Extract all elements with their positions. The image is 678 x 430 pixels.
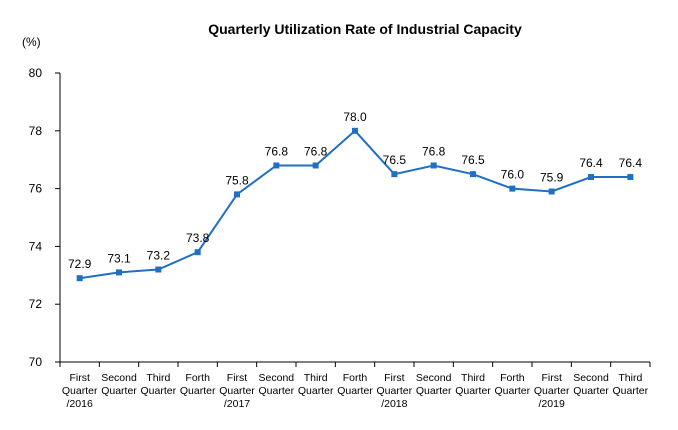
x-tick-label: Second Quarter bbox=[573, 372, 609, 397]
x-tick-label: Third Quarter bbox=[141, 372, 177, 397]
y-tick-labels: 70 72 74 76 78 80 bbox=[29, 66, 43, 369]
x-tick-label: First Quarter/2016 bbox=[62, 372, 98, 410]
data-label: 76.4 bbox=[579, 156, 603, 170]
series-markers bbox=[76, 127, 634, 282]
axes bbox=[55, 72, 651, 367]
x-tick-label: Second Quarter bbox=[259, 372, 295, 397]
y-axis-unit-label: (%) bbox=[22, 35, 41, 49]
data-label: 76.5 bbox=[461, 153, 485, 167]
x-tick-label: Third Quarter bbox=[455, 372, 491, 397]
data-label: 78.0 bbox=[343, 110, 367, 124]
data-label: 73.2 bbox=[147, 249, 171, 263]
data-point bbox=[548, 188, 555, 195]
data-point bbox=[194, 249, 201, 256]
x-tick-label: Third Quarter bbox=[298, 372, 334, 397]
data-label: 76.0 bbox=[501, 168, 525, 182]
data-point bbox=[116, 269, 122, 276]
x-tick-label: Forth Quarter bbox=[337, 372, 373, 397]
y-tick-label: 78 bbox=[29, 124, 43, 138]
data-point bbox=[391, 171, 398, 178]
data-label: 76.8 bbox=[422, 144, 446, 158]
data-label: 72.9 bbox=[68, 257, 92, 271]
data-point bbox=[509, 185, 516, 192]
y-tick-label: 80 bbox=[29, 66, 43, 80]
data-point bbox=[470, 171, 476, 178]
data-point bbox=[76, 275, 83, 282]
y-tick-label: 70 bbox=[29, 355, 43, 369]
x-tick-label: Forth Quarter bbox=[495, 372, 531, 397]
data-point bbox=[627, 174, 634, 181]
data-label: 75.8 bbox=[225, 173, 249, 187]
data-label: 76.8 bbox=[304, 144, 328, 158]
data-point bbox=[273, 162, 280, 169]
x-tick-label: First Quarter/2018 bbox=[377, 372, 413, 410]
data-point bbox=[430, 162, 437, 169]
x-tick-label: First Quarter/2017 bbox=[219, 372, 255, 410]
x-tick-label: Forth Quarter bbox=[180, 372, 216, 397]
chart-title: Quarterly Utilization Rate of Industrial… bbox=[208, 21, 522, 37]
data-point bbox=[234, 191, 240, 198]
y-tick-label: 76 bbox=[29, 182, 43, 196]
data-label: 76.8 bbox=[265, 144, 289, 158]
data-label: 73.1 bbox=[107, 251, 131, 265]
data-label: 76.5 bbox=[383, 153, 407, 167]
x-tick-label: Second Quarter bbox=[416, 372, 452, 397]
data-label: 76.4 bbox=[619, 156, 643, 170]
x-tick-label: First Quarter/2019 bbox=[534, 372, 570, 410]
data-point bbox=[155, 266, 162, 273]
data-label: 75.9 bbox=[540, 170, 564, 184]
data-point bbox=[352, 127, 358, 134]
y-tick-label: 74 bbox=[29, 239, 43, 253]
y-tick-label: 72 bbox=[29, 297, 43, 311]
data-label: 73.8 bbox=[186, 231, 210, 245]
x-tick-label: Second Quarter bbox=[101, 372, 137, 397]
data-point bbox=[312, 162, 319, 169]
x-tick-label: Third Quarter bbox=[613, 372, 649, 397]
data-point bbox=[588, 174, 594, 181]
data-labels: 72.9 73.1 73.2 73.8 75.8 76.8 76.8 78.0 76.5 76.8… bbox=[68, 110, 642, 271]
